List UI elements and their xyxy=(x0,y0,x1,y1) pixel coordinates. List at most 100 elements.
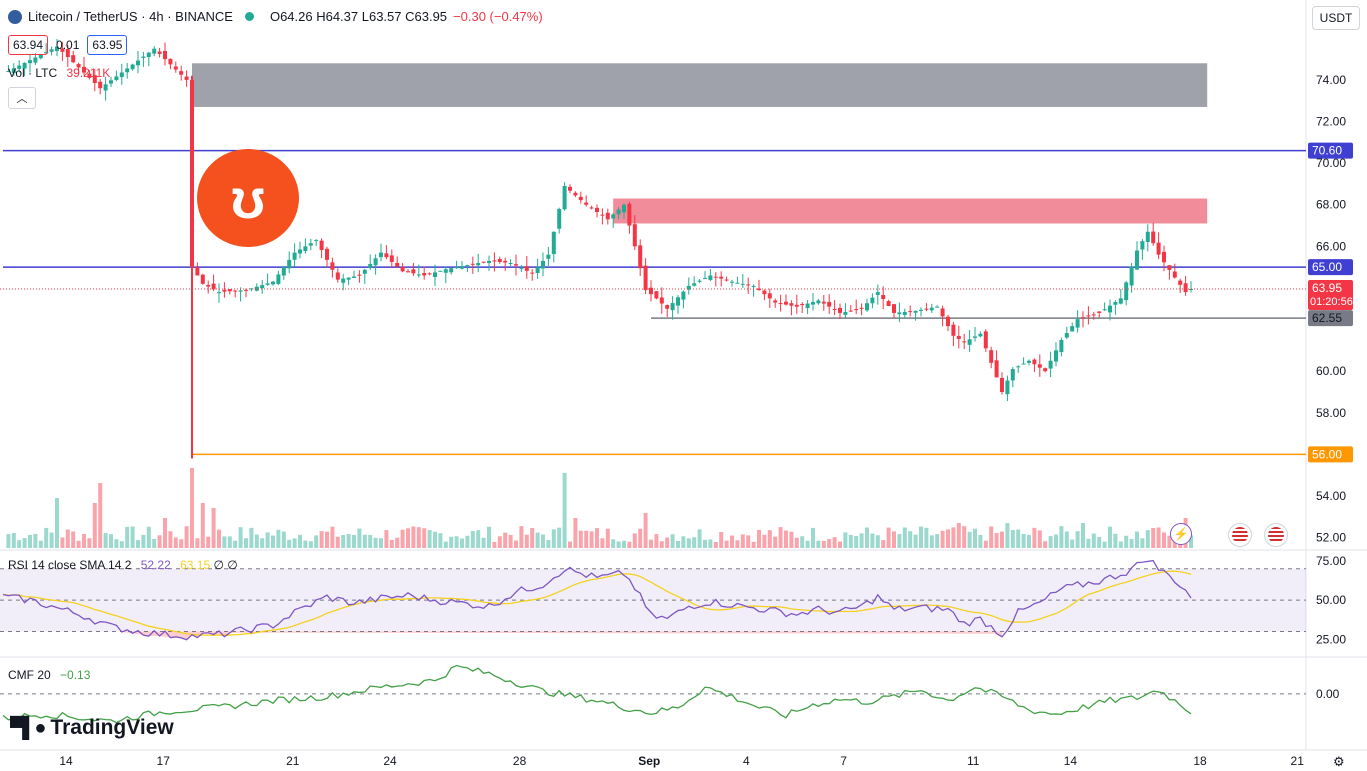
trade-buttons: 63.94 0.01 63.95 xyxy=(8,35,128,55)
volume-label: Vol · LTC xyxy=(8,66,58,80)
volume-bar xyxy=(11,533,16,548)
candle xyxy=(1091,314,1096,316)
candle xyxy=(33,57,38,63)
level-label: 62.55 xyxy=(1312,311,1342,325)
lightning-event-icon[interactable]: ⚡ xyxy=(1170,523,1192,545)
buy-button[interactable]: 63.95 xyxy=(87,35,128,55)
volume-bar xyxy=(163,518,167,548)
gear-icon[interactable]: ⚙ xyxy=(1333,754,1345,769)
volume-bar xyxy=(206,536,211,548)
price-tick-label: 60.00 xyxy=(1316,364,1346,378)
x-tick-label: 21 xyxy=(286,754,300,768)
cmf-value: −0.13 xyxy=(60,668,91,682)
price-zone xyxy=(613,198,1208,224)
volume-bar xyxy=(136,540,140,548)
candle xyxy=(584,202,589,205)
us-flag-icon[interactable] xyxy=(1228,523,1252,547)
price-zone xyxy=(192,63,1208,107)
candle xyxy=(271,281,275,285)
candle xyxy=(627,203,632,226)
candle xyxy=(438,270,443,272)
candle xyxy=(1086,315,1091,317)
candle xyxy=(649,287,653,295)
current-price-label-bg xyxy=(1308,280,1353,310)
volume-bar xyxy=(1000,531,1004,548)
us-flag-icon[interactable] xyxy=(1264,523,1288,547)
level-label-bg xyxy=(1308,446,1353,463)
volume-bar xyxy=(600,538,605,548)
candle xyxy=(476,262,481,266)
candle xyxy=(146,52,151,57)
candle xyxy=(838,307,842,313)
volume-bar xyxy=(1129,539,1134,548)
candle xyxy=(843,311,848,315)
rsi-tick-label: 25.00 xyxy=(1316,632,1346,646)
volume-bar xyxy=(109,534,113,548)
candle xyxy=(157,51,162,54)
candle xyxy=(17,65,22,69)
candle xyxy=(103,84,108,91)
volume-bar xyxy=(325,531,329,548)
volume-bar xyxy=(287,539,292,548)
candle xyxy=(805,303,810,309)
candle xyxy=(632,224,637,247)
rsi-oversold-fill xyxy=(121,631,1003,640)
candle xyxy=(973,336,977,338)
volume-bar xyxy=(352,534,356,548)
level-label: 65.00 xyxy=(1312,260,1342,274)
volume-bar xyxy=(578,530,583,548)
candle xyxy=(11,68,16,74)
volume-bar xyxy=(978,534,983,548)
candle xyxy=(989,350,994,363)
symbol-title[interactable]: Litecoin / TetherUS · 4h · BINANCE xyxy=(28,9,233,24)
volume-bar xyxy=(314,535,319,548)
candle xyxy=(1183,283,1188,293)
volume-bar xyxy=(551,529,556,548)
candle xyxy=(1048,360,1053,369)
volume-bar xyxy=(730,535,734,548)
volume-bar xyxy=(616,541,621,548)
candle xyxy=(319,240,324,250)
candle xyxy=(1016,366,1021,368)
sell-button[interactable]: 63.94 xyxy=(8,35,49,55)
volume-bar xyxy=(681,536,686,548)
volume-bar xyxy=(535,532,540,548)
volume-bar xyxy=(276,529,281,548)
volume-bar xyxy=(1151,528,1156,548)
volume-bar xyxy=(395,537,400,548)
candle xyxy=(519,268,524,270)
candle xyxy=(681,291,686,300)
volume-bar xyxy=(281,531,286,548)
candle xyxy=(740,283,745,285)
volume-bar xyxy=(244,538,248,548)
candle xyxy=(827,301,832,307)
candle xyxy=(524,266,529,271)
candle xyxy=(562,186,567,210)
candle xyxy=(470,263,475,265)
volume-bar xyxy=(1059,526,1064,548)
currency-selector[interactable]: USDT xyxy=(1312,6,1360,30)
volume-bar xyxy=(406,528,410,548)
candle xyxy=(76,64,81,68)
volume-bar xyxy=(427,530,432,548)
volume-bar xyxy=(708,539,713,548)
candle xyxy=(1102,309,1107,311)
candle xyxy=(503,260,508,263)
candle xyxy=(119,72,124,78)
volume-bar xyxy=(368,534,373,548)
volume-bar xyxy=(751,541,756,548)
tradingview-logo[interactable]: ▀▌● TradingView xyxy=(10,716,174,740)
level-label-bg xyxy=(1308,142,1353,159)
candle xyxy=(514,264,518,266)
volume-bar xyxy=(389,539,394,548)
volume-bar xyxy=(271,535,275,548)
volume-bar xyxy=(384,530,389,548)
volume-bar xyxy=(357,528,362,548)
volume-bar xyxy=(767,530,772,548)
candle xyxy=(389,255,394,262)
volume-bar xyxy=(676,540,680,548)
volume-bar xyxy=(179,539,184,548)
volume-bar xyxy=(217,529,221,548)
collapse-legend-button[interactable]: ︿ xyxy=(8,87,36,109)
